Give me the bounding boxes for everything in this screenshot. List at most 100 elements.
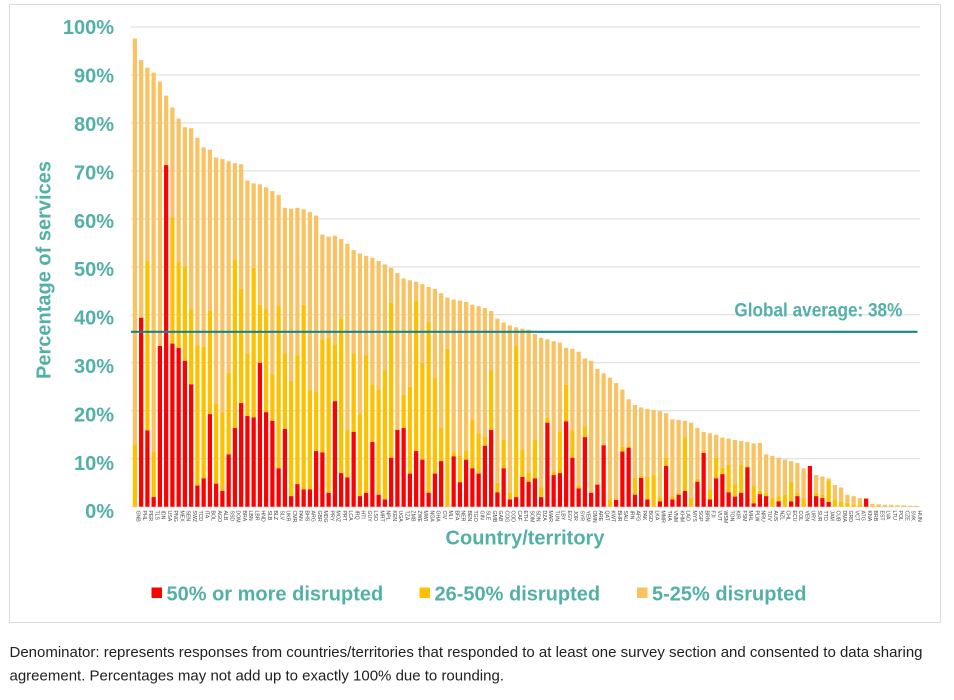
svg-text:MAR: MAR [547, 511, 553, 523]
svg-text:EST: EST [878, 511, 884, 522]
svg-text:BOL: BOL [210, 511, 216, 521]
svg-text:BEN: BEN [466, 511, 472, 522]
svg-text:OMN: OMN [591, 511, 597, 523]
svg-text:MOZ: MOZ [335, 511, 341, 523]
svg-text:ARE: ARE [597, 511, 603, 522]
svg-text:COG: COG [503, 511, 509, 523]
svg-text:BGD: BGD [647, 511, 653, 522]
svg-text:DOM: DOM [235, 511, 241, 523]
svg-text:AFG: AFG [635, 511, 641, 522]
svg-text:LBR: LBR [253, 511, 259, 521]
svg-text:AUS: AUS [772, 511, 778, 522]
svg-text:CIV: CIV [441, 511, 447, 520]
svg-text:LBY: LBY [560, 511, 566, 521]
svg-text:CUB: CUB [835, 511, 841, 522]
svg-text:MEX: MEX [178, 511, 184, 523]
svg-text:IRQ: IRQ [353, 511, 359, 520]
svg-text:UGA: UGA [397, 511, 403, 523]
svg-text:ATG: ATG [860, 511, 866, 521]
svg-text:GMB: GMB [491, 511, 497, 523]
svg-text:HND: HND [260, 511, 266, 522]
svg-text:JAM: JAM [828, 511, 834, 521]
svg-text:COL: COL [797, 511, 803, 522]
svg-text:BHS: BHS [303, 511, 309, 522]
svg-text:MMR: MMR [660, 511, 666, 524]
svg-text:POL: POL [897, 511, 903, 521]
svg-text:PRT: PRT [341, 511, 347, 522]
svg-text:MDG: MDG [322, 511, 328, 523]
svg-text:LTU: LTU [891, 511, 897, 521]
svg-text:USA: USA [166, 511, 172, 522]
svg-text:QAT: QAT [603, 511, 609, 522]
svg-text:PAK: PAK [641, 511, 647, 522]
svg-text:MWI: MWI [422, 511, 428, 522]
svg-text:UKR: UKR [285, 511, 291, 522]
svg-text:PRY: PRY [328, 511, 334, 522]
svg-text:HUN: HUN [916, 511, 922, 522]
svg-text:20%: 20% [74, 404, 114, 426]
svg-text:SAU: SAU [622, 511, 628, 522]
svg-text:VNM: VNM [672, 511, 678, 523]
svg-text:ITA: ITA [203, 511, 209, 519]
svg-text:TCD: TCD [197, 511, 203, 522]
svg-text:NZL: NZL [778, 511, 784, 521]
svg-text:30%: 30% [74, 356, 114, 378]
svg-text:LVA: LVA [885, 511, 891, 521]
svg-text:MHL: MHL [747, 511, 753, 522]
svg-text:DMA: DMA [841, 511, 847, 523]
svg-text:VUT: VUT [716, 511, 722, 522]
svg-text:IDN: IDN [160, 511, 166, 520]
svg-text:BLZ: BLZ [272, 511, 278, 521]
svg-text:BHR: BHR [616, 511, 622, 522]
svg-text:IRN: IRN [628, 511, 634, 520]
svg-text:PHL: PHL [141, 511, 147, 521]
svg-text:BRA: BRA [241, 511, 247, 522]
svg-text:TUN: TUN [553, 511, 559, 522]
svg-text:0%: 0% [85, 501, 114, 523]
svg-text:PAN: PAN [297, 511, 303, 522]
svg-text:EGY: EGY [566, 511, 572, 522]
svg-text:TGO: TGO [472, 511, 478, 522]
svg-text:NER: NER [460, 511, 466, 522]
svg-text:SUR: SUR [816, 511, 822, 522]
svg-text:SSD: SSD [228, 511, 234, 522]
svg-text:TLS: TLS [153, 511, 159, 521]
svg-text:SVK: SVK [910, 511, 916, 522]
svg-text:Denominator: represents respon: Denominator: represents responses from c… [10, 644, 923, 661]
svg-text:GRD: GRD [847, 511, 853, 523]
svg-text:5-25% disrupted: 5-25% disrupted [652, 584, 806, 606]
svg-text:SWZ: SWZ [191, 511, 197, 523]
svg-text:80%: 80% [74, 114, 114, 136]
svg-text:GUY: GUY [366, 511, 372, 523]
svg-text:DZA: DZA [541, 511, 547, 522]
svg-text:CHL: CHL [785, 511, 791, 521]
svg-text:GAB: GAB [497, 511, 503, 522]
svg-text:Global average: 38%: Global average: 38% [734, 301, 902, 322]
svg-text:NRU: NRU [760, 511, 766, 522]
svg-text:BFA: BFA [453, 511, 459, 521]
svg-text:CMR: CMR [291, 511, 297, 523]
svg-text:Country/territory: Country/territory [446, 528, 606, 550]
svg-text:SLE: SLE [485, 511, 491, 521]
svg-text:GIN: GIN [478, 511, 484, 520]
svg-text:PNG: PNG [172, 511, 178, 522]
svg-text:KIR: KIR [735, 511, 741, 520]
svg-text:SGP: SGP [697, 511, 703, 522]
svg-text:LCA: LCA [347, 511, 353, 522]
svg-text:TTO: TTO [822, 511, 828, 521]
svg-text:LKA: LKA [653, 511, 659, 521]
svg-text:FSM: FSM [741, 511, 747, 522]
svg-text:TON: TON [728, 511, 734, 522]
svg-text:SEN: SEN [185, 511, 191, 522]
svg-text:100%: 100% [63, 17, 114, 39]
svg-text:ECU: ECU [791, 511, 797, 522]
svg-text:ZWE: ZWE [416, 511, 422, 523]
svg-text:90%: 90% [74, 66, 114, 88]
svg-text:GHA: GHA [435, 511, 441, 523]
svg-text:TUV: TUV [766, 511, 772, 522]
svg-text:SLB: SLB [266, 511, 272, 521]
svg-text:ALB: ALB [222, 511, 228, 521]
svg-text:CZE: CZE [903, 511, 909, 522]
svg-text:agreement. Percentages may not: agreement. Percentages may not add up to… [10, 668, 505, 685]
svg-text:10%: 10% [74, 453, 114, 475]
